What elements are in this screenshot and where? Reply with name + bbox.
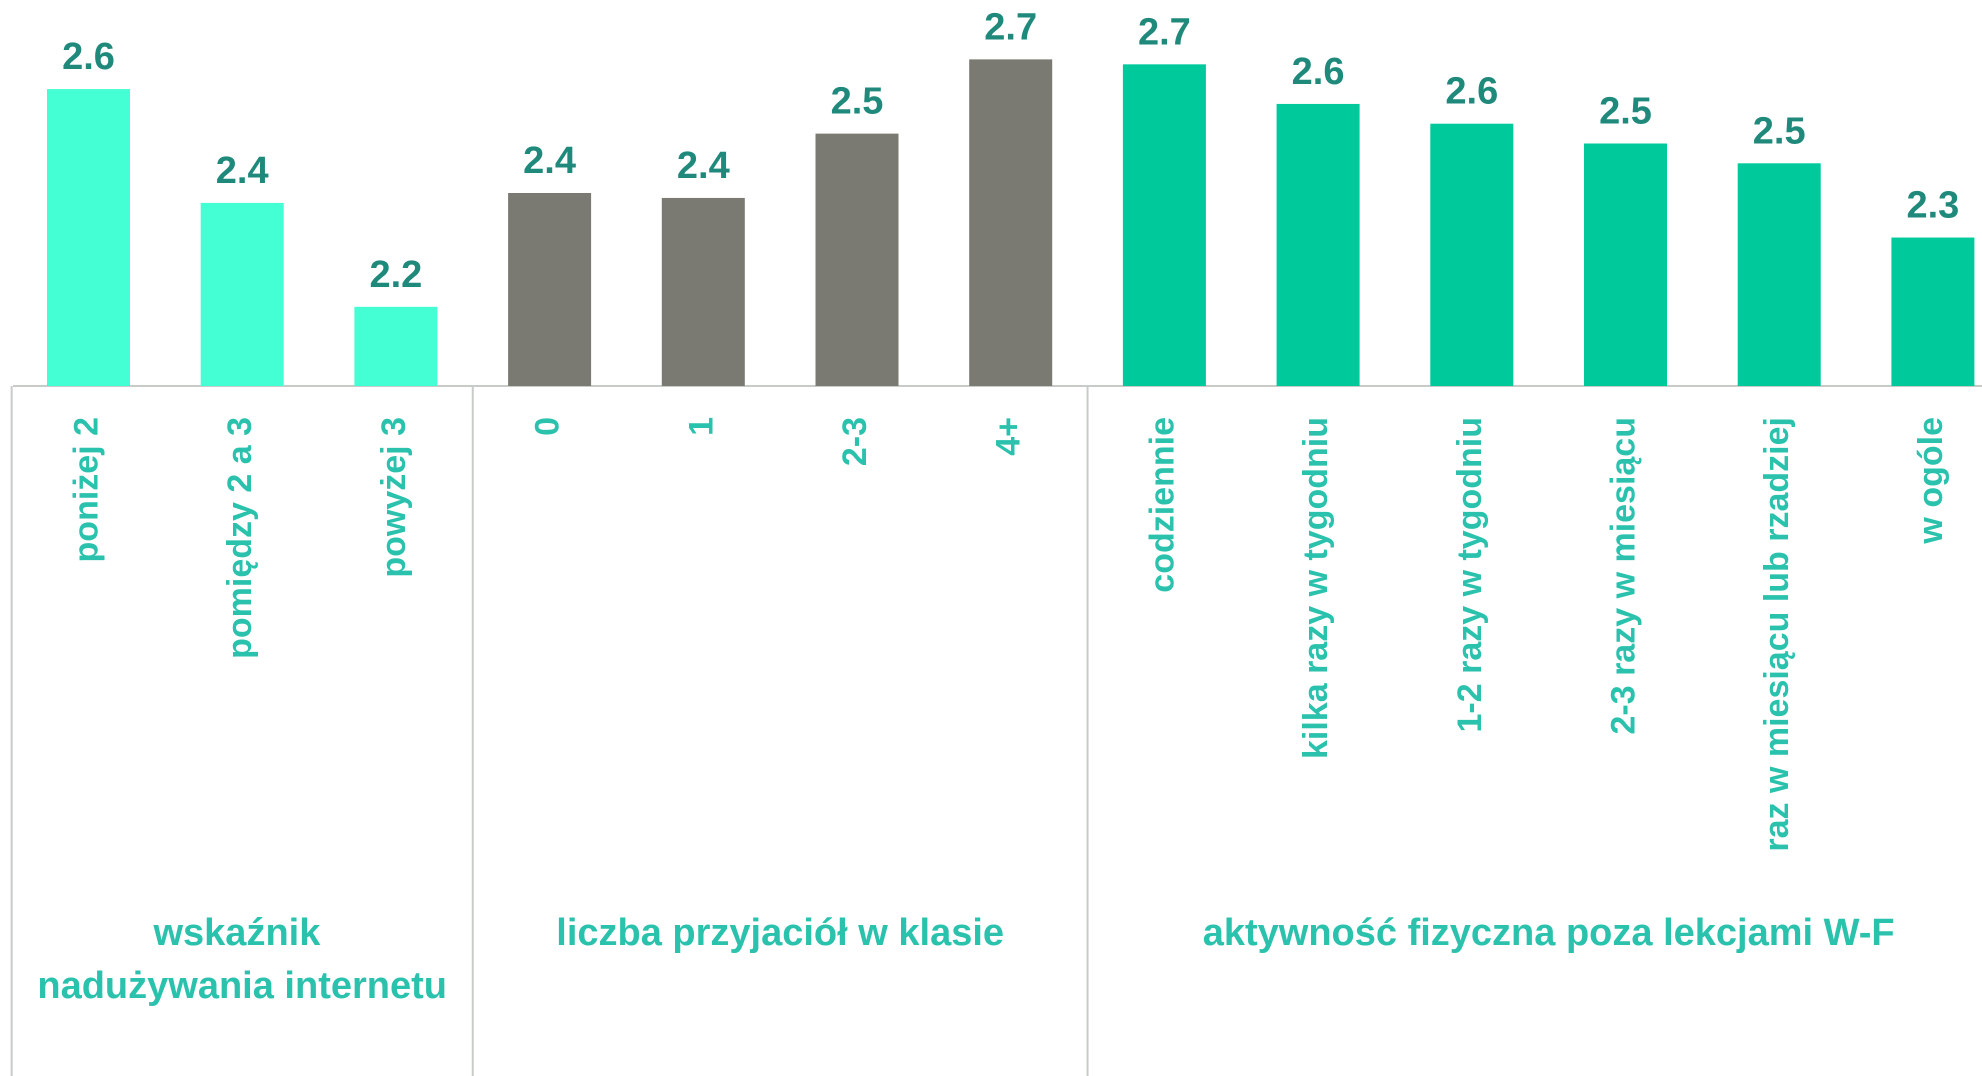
category-label: powyżej 3 xyxy=(375,417,413,578)
category-label: raz w miesiącu lub rzadziej xyxy=(1758,417,1796,852)
value-label: 2.5 xyxy=(1599,91,1652,133)
value-label: 2.2 xyxy=(369,254,422,296)
bar xyxy=(1891,237,1975,386)
value-label: 2.5 xyxy=(1753,110,1806,152)
category-label: 1-2 razy w tygodniu xyxy=(1451,417,1489,733)
value-label: 2.4 xyxy=(216,150,269,192)
category-label: 4+ xyxy=(990,417,1028,456)
category-label: 1 xyxy=(682,417,720,436)
value-label: 2.6 xyxy=(1445,71,1498,113)
bar xyxy=(815,133,899,386)
group-label: aktywność fizyczna poza lekcjami W-F xyxy=(1203,912,1895,954)
bar xyxy=(1584,143,1667,386)
value-label: 2.6 xyxy=(62,36,115,78)
value-label: 2.6 xyxy=(1292,51,1345,93)
bar xyxy=(200,202,284,386)
category-label: poniżej 2 xyxy=(67,417,105,562)
value-label: 2.4 xyxy=(523,140,576,182)
category-label: pomiędzy 2 a 3 xyxy=(221,417,259,659)
category-label: kilka razy w tygodniu xyxy=(1297,417,1335,759)
bar xyxy=(47,89,130,387)
category-label: w ogóle xyxy=(1912,417,1950,545)
bar xyxy=(354,306,438,386)
bar xyxy=(661,197,745,386)
category-label: 2-3 xyxy=(836,417,874,466)
group-label: wskaźnik nadużywania internetu xyxy=(37,912,447,1007)
value-label: 2.5 xyxy=(831,81,884,123)
category-label: 0 xyxy=(529,417,567,436)
value-label: 2.7 xyxy=(984,6,1037,48)
value-label: 2.4 xyxy=(677,145,730,187)
bar xyxy=(1430,123,1514,386)
group-label: liczba przyjaciół w klasie xyxy=(556,912,1004,954)
bar xyxy=(1276,103,1360,386)
category-label: 2-3 razy w miesiącu xyxy=(1604,417,1642,735)
value-label: 2.7 xyxy=(1138,11,1191,53)
value-label: 2.3 xyxy=(1906,185,1959,227)
bar xyxy=(1737,163,1821,386)
bar xyxy=(1122,64,1206,386)
bar xyxy=(508,193,592,386)
category-label: codziennie xyxy=(1143,417,1181,593)
bar xyxy=(969,59,1053,387)
